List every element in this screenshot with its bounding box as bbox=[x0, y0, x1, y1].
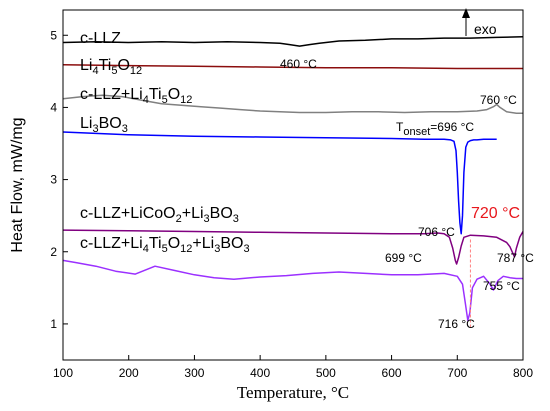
annotation-1: 760 °C bbox=[480, 93, 517, 107]
text-part: Ti bbox=[99, 57, 112, 74]
annotation-6: 787 °C bbox=[497, 251, 534, 265]
subscript: 3 bbox=[243, 243, 249, 255]
y-tick-label: 2 bbox=[50, 245, 57, 259]
text-part: =696 °C bbox=[430, 120, 474, 134]
x-tick-label: 500 bbox=[316, 366, 336, 380]
text-part: +Li bbox=[182, 205, 204, 222]
series-label-3: Li3BO3 bbox=[80, 115, 128, 135]
y-tick-label: 5 bbox=[50, 28, 57, 42]
text-part: Ti bbox=[149, 235, 162, 252]
subscript: 12 bbox=[180, 94, 192, 106]
subscript: 2 bbox=[176, 213, 182, 225]
y-tick-label: 1 bbox=[50, 317, 57, 331]
subscript: onset bbox=[403, 126, 430, 138]
subscript: 3 bbox=[122, 123, 128, 135]
text-part: O bbox=[117, 57, 129, 74]
text-part: c-LLZ+Li bbox=[80, 235, 143, 252]
text-part: BO bbox=[220, 235, 243, 252]
text-part: O bbox=[168, 235, 180, 252]
x-tick-label: 200 bbox=[119, 366, 139, 380]
series-label-0: c-LLZ bbox=[80, 30, 121, 47]
series-label-5: c-LLZ+Li4Ti5O12+Li3BO3 bbox=[80, 235, 250, 255]
subscript: 3 bbox=[204, 213, 210, 225]
series-label-2: c-LLZ+Li4Ti5O12 bbox=[80, 86, 192, 106]
text-part: c-LLZ+LiCoO bbox=[80, 205, 176, 222]
subscript: 4 bbox=[143, 243, 149, 255]
annotation-3: 706 °C bbox=[418, 225, 455, 239]
x-axis-title: Temperature, °C bbox=[237, 383, 349, 402]
subscript: 4 bbox=[92, 65, 98, 77]
y-tick-label: 3 bbox=[50, 173, 57, 187]
text-part: T bbox=[396, 120, 404, 134]
plot-frame bbox=[62, 9, 524, 361]
text-part: c-LLZ+Li bbox=[80, 86, 143, 103]
x-tick-label: 400 bbox=[250, 366, 270, 380]
x-tick-label: 300 bbox=[184, 366, 204, 380]
text-part: BO bbox=[210, 205, 233, 222]
subscript: 3 bbox=[214, 243, 220, 255]
y-axis-title: Heat Flow, mW/mg bbox=[9, 117, 26, 252]
text-part: c-LLZ bbox=[80, 30, 121, 47]
x-tick-label: 100 bbox=[53, 366, 73, 380]
subscript: 5 bbox=[162, 243, 168, 255]
exo-arrowhead-icon bbox=[462, 8, 470, 18]
text-part: Ti bbox=[149, 86, 162, 103]
subscript: 12 bbox=[180, 243, 192, 255]
series-label-4: c-LLZ+LiCoO2+Li3BO3 bbox=[80, 205, 239, 225]
series-line-1 bbox=[62, 64, 523, 70]
subscript: 12 bbox=[130, 65, 142, 77]
text-part: Li bbox=[80, 57, 92, 74]
text-part: Li bbox=[80, 115, 92, 132]
annotation-8: 716 °C bbox=[438, 317, 475, 331]
exo-label: exo bbox=[474, 21, 497, 37]
series-line-2 bbox=[62, 94, 523, 114]
series-line-0 bbox=[62, 35, 524, 47]
text-part: BO bbox=[99, 115, 122, 132]
series-label-1: Li4Ti5O12 bbox=[80, 57, 142, 77]
annotation-4: 720 °C bbox=[471, 205, 520, 222]
annotation-7: 755 °C bbox=[483, 279, 520, 293]
series-line-4 bbox=[62, 229, 524, 265]
series-layer bbox=[62, 35, 524, 328]
series-line-5 bbox=[62, 259, 523, 322]
subscript: 3 bbox=[233, 213, 239, 225]
exo-indicator: exo bbox=[462, 8, 497, 37]
text-part: +Li bbox=[192, 235, 214, 252]
annotation-5: 699 °C bbox=[385, 251, 422, 265]
subscript: 5 bbox=[162, 94, 168, 106]
subscript: 5 bbox=[111, 65, 117, 77]
x-tick-label: 600 bbox=[382, 366, 402, 380]
label-layer: c-LLZLi4Ti5O12c-LLZ+Li4Ti5O12Li3BO3c-LLZ… bbox=[80, 30, 534, 331]
annotation-0: 460 °C bbox=[280, 57, 317, 71]
subscript: 4 bbox=[143, 94, 149, 106]
x-tick-label: 800 bbox=[513, 366, 533, 380]
x-tick-label: 700 bbox=[447, 366, 467, 380]
y-tick-label: 4 bbox=[50, 100, 57, 114]
series-line-3 bbox=[62, 131, 497, 235]
text-part: O bbox=[168, 86, 180, 103]
annotation-2: Tonset=696 °C bbox=[396, 120, 474, 138]
subscript: 3 bbox=[92, 123, 98, 135]
